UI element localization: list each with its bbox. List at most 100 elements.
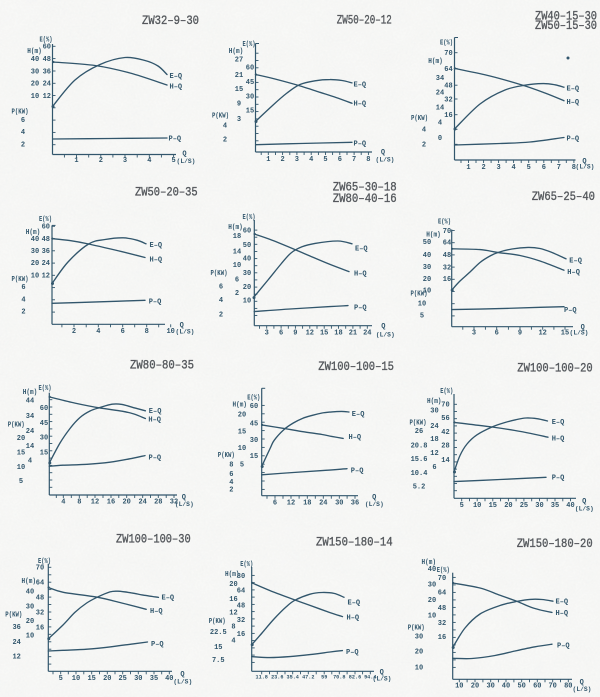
svg-text:8: 8 [77,499,81,507]
svg-text:(L/S): (L/S) [573,686,592,693]
svg-text:P(KW): P(KW) [209,618,226,626]
svg-text:30: 30 [31,248,39,256]
svg-text:10: 10 [26,633,34,641]
svg-text:P(KW): P(KW) [411,115,428,123]
svg-text:4: 4 [223,122,227,130]
svg-text:40: 40 [502,683,510,691]
svg-text:2: 2 [235,290,239,298]
svg-text:H(m): H(m) [27,48,42,56]
svg-text:4: 4 [309,156,313,164]
svg-text:12: 12 [12,654,20,662]
svg-text:30: 30 [428,581,436,589]
svg-text:48: 48 [438,605,446,613]
svg-text:P(KW): P(KW) [410,420,427,428]
svg-text:(L/S): (L/S) [175,501,194,508]
svg-text:ZW100–100–30: ZW100–100–30 [116,532,191,547]
svg-text:E(%): E(%) [243,214,256,222]
svg-text:40: 40 [31,236,39,244]
svg-text:P–Q: P–Q [151,641,164,649]
svg-text:40: 40 [566,502,574,510]
svg-text:24: 24 [363,329,371,337]
svg-text:12: 12 [91,499,99,507]
svg-text:16: 16 [107,499,115,507]
svg-text:E(%): E(%) [440,40,453,48]
svg-text:4: 4 [219,297,223,305]
svg-text:6: 6 [432,464,436,472]
svg-text:P–Q: P–Q [552,475,565,483]
svg-text:10: 10 [243,297,251,305]
svg-text:E(%): E(%) [240,561,253,569]
svg-text:Q: Q [581,324,585,332]
svg-text:20: 20 [26,618,34,626]
svg-text:32: 32 [170,499,178,507]
svg-text:36: 36 [42,248,50,256]
svg-text:ZW100–100–15: ZW100–100–15 [318,359,394,374]
svg-text:70: 70 [548,683,556,691]
svg-text:4: 4 [61,499,65,507]
svg-text:18: 18 [334,329,342,337]
svg-text:E–Q: E–Q [569,257,582,265]
svg-text:40: 40 [165,675,173,683]
svg-text:15: 15 [489,502,497,510]
svg-text:7.5: 7.5 [212,657,225,665]
svg-text:4: 4 [422,127,426,135]
svg-text:3: 3 [265,329,269,337]
svg-text:6: 6 [21,284,25,292]
svg-text:H–Q: H–Q [349,434,362,442]
svg-text:(L/S): (L/S) [177,158,196,165]
svg-text:10: 10 [428,613,436,621]
svg-text:P–Q: P–Q [564,307,577,315]
svg-text:3: 3 [496,164,500,172]
svg-text:6: 6 [495,330,499,338]
svg-text:30: 30 [430,408,438,416]
svg-text:6: 6 [338,156,342,164]
svg-text:14: 14 [233,248,241,256]
svg-text:40: 40 [243,256,251,264]
svg-text:45: 45 [246,79,254,87]
svg-text:15: 15 [238,429,246,437]
svg-text:40: 40 [31,56,39,64]
svg-text:32: 32 [438,620,446,628]
svg-text:30: 30 [246,94,254,102]
svg-text:48: 48 [237,602,245,610]
svg-text:24: 24 [319,500,327,508]
svg-text:Q: Q [380,669,384,677]
svg-text:30: 30 [26,603,34,611]
svg-text:2: 2 [72,328,76,336]
svg-text:20: 20 [31,260,39,268]
svg-text:15: 15 [320,329,328,337]
svg-text:2: 2 [481,164,485,172]
svg-text:30: 30 [423,264,431,272]
svg-text:ZW40–15–30: ZW40–15–30 [535,8,597,23]
svg-text:H–Q: H–Q [150,608,163,616]
svg-text:E(%): E(%) [247,395,260,403]
svg-text:E(%): E(%) [243,41,256,49]
svg-text:11.8: 11.8 [255,675,267,681]
svg-text:15: 15 [250,453,258,461]
svg-text:E(%): E(%) [39,216,52,224]
svg-text:15: 15 [561,330,569,338]
svg-text:15: 15 [87,675,95,683]
svg-text:5: 5 [171,157,175,165]
svg-text:16: 16 [36,624,44,632]
svg-text:H–Q: H–Q [354,101,367,109]
svg-text:12: 12 [42,272,50,280]
svg-text:10: 10 [233,262,241,270]
svg-text:70: 70 [444,50,452,58]
svg-text:ZW50–15–30: ZW50–15–30 [535,18,597,33]
svg-text:4: 4 [96,328,100,336]
svg-text:24: 24 [138,499,146,507]
svg-text:24: 24 [430,423,438,431]
svg-text:(L/S): (L/S) [176,329,195,336]
svg-text:9: 9 [237,101,241,109]
svg-text:10: 10 [17,464,25,472]
svg-text:P–Q: P–Q [149,455,162,463]
svg-text:24: 24 [436,89,444,97]
svg-text:3: 3 [472,330,476,338]
svg-text:15: 15 [235,86,243,94]
svg-text:P(KW): P(KW) [408,625,425,633]
svg-text:60: 60 [43,44,51,52]
svg-text:30: 30 [40,435,48,443]
svg-text:36: 36 [351,500,359,508]
svg-text:48: 48 [43,56,51,64]
